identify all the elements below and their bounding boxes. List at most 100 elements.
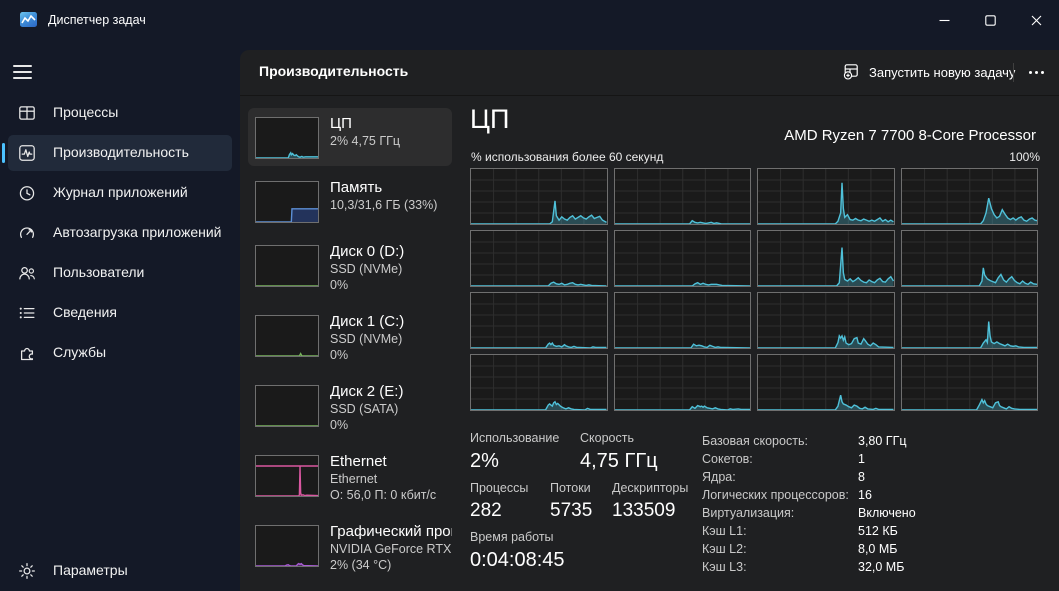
sidebar-item-label: Процессы bbox=[53, 104, 119, 121]
perf-item-cpu[interactable]: ЦП 2% 4,75 ГГц bbox=[248, 108, 452, 166]
cpu-stats: Использование 2% Скорость 4,75 ГГц Проце… bbox=[470, 431, 880, 580]
cpu-core-graph bbox=[757, 230, 895, 287]
perf-item-gpu[interactable]: Графический процессор NVIDIA GeForce RTX… bbox=[248, 516, 452, 580]
info-row: Базовая скорость: 3,80 ГГц bbox=[702, 434, 907, 448]
title-bar: Диспетчер задач bbox=[0, 0, 1059, 40]
uptime-label: Время работы bbox=[470, 530, 554, 544]
info-row: Виртуализация: Включено bbox=[702, 506, 916, 520]
startup-apps-icon bbox=[17, 223, 37, 243]
window-title: Диспетчер задач bbox=[48, 13, 146, 27]
sidebar-item-startup-apps[interactable]: Автозагрузка приложений bbox=[8, 215, 232, 251]
info-row: Кэш L1: 512 КБ bbox=[702, 524, 898, 538]
cpu-core-graph bbox=[900, 354, 1038, 411]
cpu-core-graph bbox=[900, 168, 1038, 225]
new-task-icon bbox=[843, 63, 860, 83]
info-row: Ядра: 8 bbox=[702, 470, 865, 484]
cpu-info-table: Базовая скорость: 3,80 ГГц Сокетов: 1 Ядра… bbox=[702, 432, 916, 576]
sidebar-item-label: Службы bbox=[53, 344, 107, 361]
cpu-core-graph bbox=[470, 354, 608, 411]
sidebar-item-label: Пользователи bbox=[53, 264, 145, 281]
sidebar-item-label: Производительность bbox=[53, 144, 189, 161]
more-options-button[interactable] bbox=[1021, 57, 1051, 88]
perf-item-disk1[interactable]: Диск 1 (C:) SSD (NVMe) 0% bbox=[248, 306, 452, 370]
speed-value: 4,75 ГГц bbox=[580, 450, 658, 472]
cpu-core-graph bbox=[900, 230, 1038, 287]
gpu-thumbnail-graph bbox=[255, 525, 319, 567]
cpu-core-graph bbox=[757, 168, 895, 225]
perf-item-ethernet[interactable]: Ethernet Ethernet О: 56,0 П: 0 кбит/с bbox=[248, 446, 452, 510]
performance-icon bbox=[17, 143, 37, 163]
sidebar: Процессы Производительность Журнал прило… bbox=[0, 40, 240, 591]
page-title: Производительность bbox=[259, 63, 409, 79]
cpu-title: ЦП bbox=[470, 104, 510, 134]
usage-value: 2% bbox=[470, 450, 499, 472]
cpu-core-graph bbox=[613, 354, 751, 411]
perf-item-sub: 2% 4,75 ГГц bbox=[330, 134, 401, 148]
minimize-button[interactable] bbox=[921, 0, 967, 40]
graph-scale-max: 100% bbox=[1009, 150, 1040, 164]
info-row: Логических процессоров: 16 bbox=[702, 488, 872, 502]
perf-item-title: Диск 0 (D:) bbox=[330, 243, 405, 260]
run-new-task-button[interactable]: Запустить новую задачу bbox=[833, 57, 1025, 88]
graph-caption: % использования более 60 секунд bbox=[471, 150, 664, 164]
sidebar-item-performance[interactable]: Производительность bbox=[2, 135, 232, 171]
sidebar-item-settings[interactable]: Параметры bbox=[8, 553, 232, 589]
cpu-thumbnail-graph bbox=[255, 117, 319, 159]
perf-item-sub2: 0% bbox=[330, 348, 349, 362]
perf-item-title: Графический процессор bbox=[330, 523, 452, 540]
info-row: Кэш L2: 8,0 МБ bbox=[702, 542, 898, 556]
perf-item-title: Диск 2 (E:) bbox=[330, 383, 404, 400]
uptime-value: 0:04:08:45 bbox=[470, 549, 565, 571]
perf-item-disk0[interactable]: Диск 0 (D:) SSD (NVMe) 0% bbox=[248, 236, 452, 300]
app-history-icon bbox=[17, 183, 37, 203]
maximize-button[interactable] bbox=[967, 0, 1013, 40]
cpu-core-graph bbox=[900, 292, 1038, 349]
gear-icon bbox=[17, 561, 37, 581]
perf-item-title: ЦП bbox=[330, 115, 352, 132]
cpu-core-grid bbox=[470, 168, 1038, 411]
processes-icon bbox=[17, 103, 37, 123]
perf-item-title: Память bbox=[330, 179, 383, 196]
threads-label: Потоки bbox=[550, 481, 591, 495]
sidebar-item-label: Сведения bbox=[53, 304, 117, 321]
info-row: Сокетов: 1 bbox=[702, 452, 865, 466]
run-new-task-label: Запустить новую задачу bbox=[869, 65, 1016, 80]
perf-item-sub2: 0% bbox=[330, 278, 349, 292]
sidebar-item-label: Журнал приложений bbox=[53, 184, 188, 201]
memory-thumbnail-graph bbox=[255, 181, 319, 223]
disk2-thumbnail-graph bbox=[255, 385, 319, 427]
info-row: Кэш L3: 32,0 МБ bbox=[702, 560, 905, 574]
hamburger-menu-button[interactable] bbox=[13, 60, 41, 84]
perf-item-disk2[interactable]: Диск 2 (E:) SSD (SATA) 0% bbox=[248, 376, 452, 440]
perf-item-title: Диск 1 (C:) bbox=[330, 313, 405, 330]
close-button[interactable] bbox=[1013, 0, 1059, 40]
sidebar-item-services[interactable]: Службы bbox=[8, 335, 232, 371]
ellipsis-icon bbox=[1028, 71, 1032, 74]
performance-list: ЦП 2% 4,75 ГГц Память 10,3/31,6 ГБ (33%)… bbox=[248, 108, 452, 586]
perf-item-sub: SSD (NVMe) bbox=[330, 332, 403, 346]
processes-label: Процессы bbox=[470, 481, 529, 495]
cpu-core-graph bbox=[470, 168, 608, 225]
perf-item-sub: SSD (SATA) bbox=[330, 402, 399, 416]
sidebar-item-app-history[interactable]: Журнал приложений bbox=[8, 175, 232, 211]
cpu-core-graph bbox=[757, 354, 895, 411]
header-divider bbox=[1013, 63, 1014, 82]
disk1-thumbnail-graph bbox=[255, 315, 319, 357]
sidebar-item-processes[interactable]: Процессы bbox=[8, 95, 232, 131]
perf-item-sub2: 2% (34 °C) bbox=[330, 558, 392, 572]
sidebar-item-label: Автозагрузка приложений bbox=[53, 224, 222, 241]
selected-accent-bar bbox=[2, 143, 5, 163]
perf-item-sub: Ethernet bbox=[330, 472, 378, 486]
sidebar-item-label: Параметры bbox=[53, 562, 128, 579]
sidebar-item-details[interactable]: Сведения bbox=[8, 295, 232, 331]
cpu-core-graph bbox=[757, 292, 895, 349]
sidebar-item-users[interactable]: Пользователи bbox=[8, 255, 232, 291]
perf-item-memory[interactable]: Память 10,3/31,6 ГБ (33%) bbox=[248, 172, 452, 230]
perf-item-sub: 10,3/31,6 ГБ (33%) bbox=[330, 198, 438, 212]
processes-value: 282 bbox=[470, 500, 502, 521]
perf-item-sub2: О: 56,0 П: 0 кбит/с bbox=[330, 488, 437, 502]
cpu-core-graph bbox=[470, 292, 608, 349]
disk0-thumbnail-graph bbox=[255, 245, 319, 287]
ethernet-thumbnail-graph bbox=[255, 455, 319, 497]
sidebar-nav: Процессы Производительность Журнал прило… bbox=[0, 95, 240, 375]
